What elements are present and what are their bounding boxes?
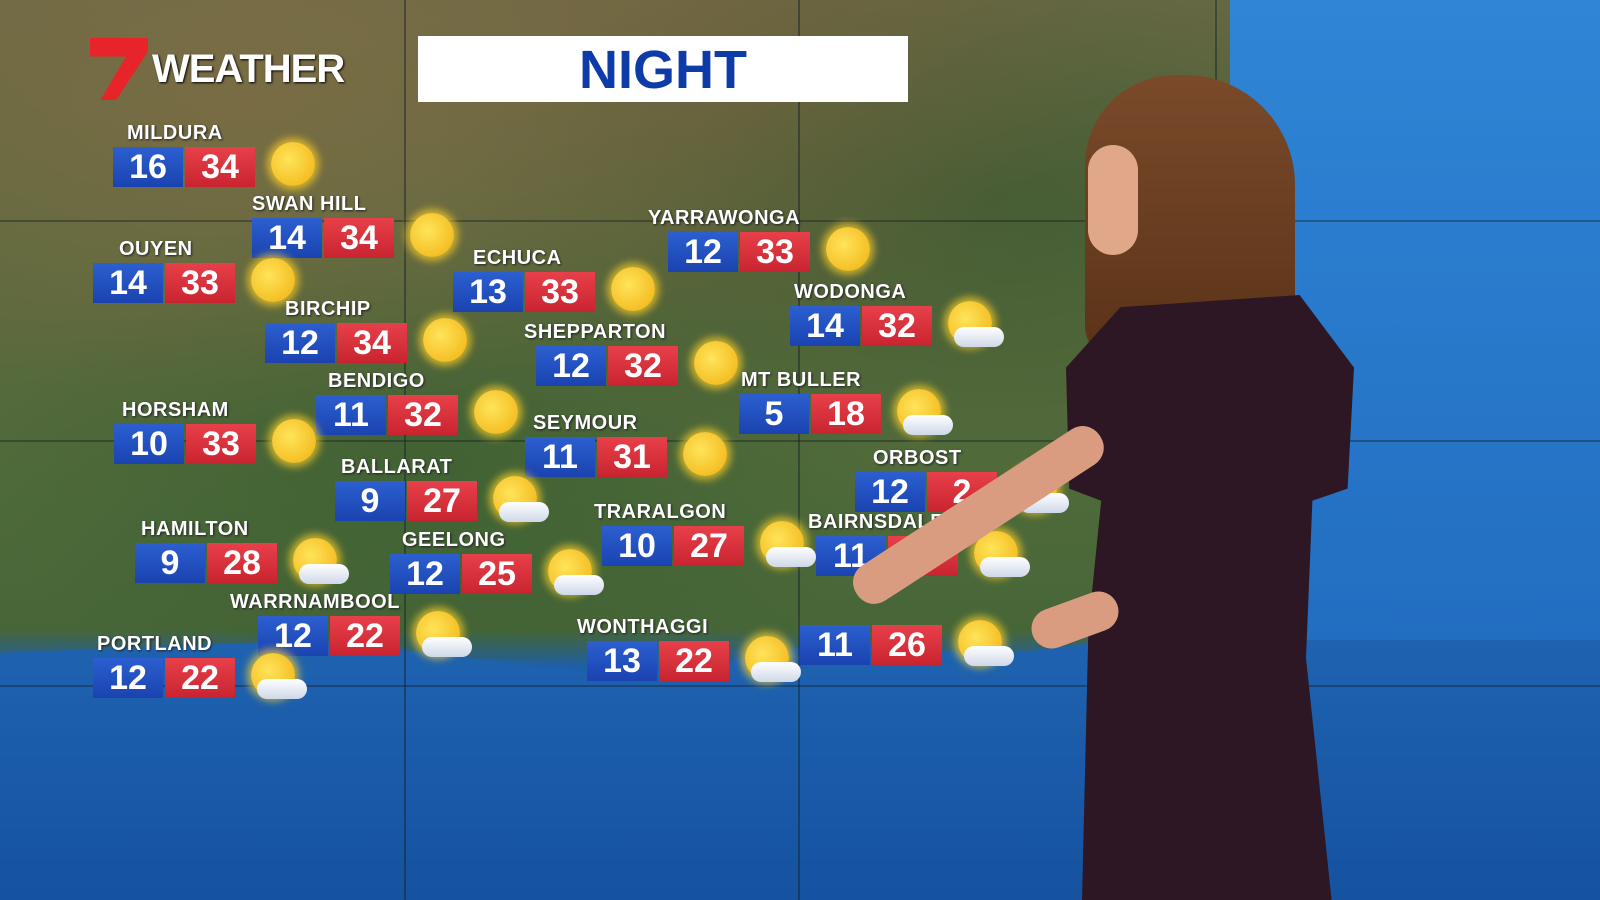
city-name: TRARALGON	[594, 501, 727, 523]
min-temp: 10	[602, 526, 672, 566]
max-temp: 28	[207, 543, 277, 583]
min-temp: 14	[790, 306, 860, 346]
partly-cloudy-icon	[285, 534, 349, 590]
max-temp: 31	[597, 437, 667, 477]
sunny-icon	[686, 337, 746, 393]
max-temp: 33	[525, 272, 595, 312]
city-name: BIRCHIP	[285, 298, 371, 320]
city-name: SHEPPARTON	[524, 321, 667, 343]
city-name: BENDIGO	[328, 370, 425, 392]
min-temp: 11	[316, 395, 386, 435]
partly-cloudy-icon	[966, 527, 1030, 583]
max-temp: 34	[324, 218, 394, 258]
logo-text: WEATHER	[152, 46, 345, 91]
min-temp: 12	[93, 658, 163, 698]
city-name: MILDURA	[127, 122, 223, 144]
min-temp: 9	[135, 543, 205, 583]
forecast-title: NIGHT	[418, 36, 908, 102]
max-temp: 34	[337, 323, 407, 363]
city-name: WONTHAGGI	[577, 616, 709, 638]
max-temp: 18	[811, 394, 881, 434]
presenter-face	[1088, 145, 1138, 255]
min-temp: 12	[390, 554, 460, 594]
partly-cloudy-icon	[408, 607, 472, 663]
partly-cloudy-icon	[485, 472, 549, 528]
sunny-icon	[263, 138, 323, 194]
min-temp: 12	[258, 616, 328, 656]
sunny-icon	[264, 415, 324, 471]
sunny-icon	[818, 223, 878, 279]
min-temp: 9	[335, 481, 405, 521]
min-temp: 14	[252, 218, 322, 258]
sunny-icon	[603, 263, 663, 319]
sunny-icon	[243, 254, 303, 310]
city-name: GEELONG	[402, 529, 506, 551]
partly-cloudy-icon	[950, 616, 1014, 672]
max-temp: 22	[330, 616, 400, 656]
min-temp: 5	[739, 394, 809, 434]
min-temp: 10	[114, 424, 184, 464]
grid-line	[0, 685, 1600, 687]
max-temp: 32	[862, 306, 932, 346]
max-temp: 33	[186, 424, 256, 464]
sunny-icon	[415, 314, 475, 370]
partly-cloudy-icon	[889, 385, 953, 441]
city-name: BAIRNSDALE	[808, 511, 945, 533]
max-temp: 33	[740, 232, 810, 272]
grid-line	[404, 0, 406, 900]
max-temp: 22	[165, 658, 235, 698]
max-temp: 27	[407, 481, 477, 521]
min-temp: 12	[536, 346, 606, 386]
min-temp: 11	[525, 437, 595, 477]
grid-line	[798, 0, 800, 900]
min-temp: 12	[855, 472, 925, 512]
partly-cloudy-icon	[752, 517, 816, 573]
max-temp: 32	[608, 346, 678, 386]
city-name: YARRAWONGA	[648, 207, 801, 229]
max-temp: 25	[462, 554, 532, 594]
grid-line	[0, 220, 1600, 222]
city-name: MT BULLER	[741, 369, 862, 391]
city-name: WODONGA	[794, 281, 907, 303]
max-temp: 22	[659, 641, 729, 681]
min-temp: 12	[265, 323, 335, 363]
sunny-icon	[402, 209, 462, 265]
city-name: WARRNAMBOOL	[230, 591, 400, 613]
city-name: SWAN HILL	[252, 193, 367, 215]
city-name: SEYMOUR	[533, 412, 638, 434]
min-temp: 11	[800, 625, 870, 665]
partly-cloudy-icon	[737, 632, 801, 688]
partly-cloudy-icon	[540, 545, 604, 601]
city-name: HORSHAM	[122, 399, 229, 421]
max-temp: 34	[185, 147, 255, 187]
seven-logo-icon	[90, 38, 148, 100]
max-temp: 33	[165, 263, 235, 303]
city-name: ORBOST	[873, 447, 962, 469]
max-temp: 27	[674, 526, 744, 566]
min-temp: 14	[93, 263, 163, 303]
min-temp: 13	[587, 641, 657, 681]
sunny-icon	[466, 386, 526, 442]
partly-cloudy-icon	[940, 297, 1004, 353]
city-name: ECHUCA	[473, 247, 562, 269]
sunny-icon	[675, 428, 735, 484]
grid-line	[0, 440, 1600, 442]
partly-cloudy-icon	[243, 649, 307, 705]
min-temp: 13	[453, 272, 523, 312]
city-name: BALLARAT	[341, 456, 453, 478]
min-temp: 16	[113, 147, 183, 187]
max-temp: 26	[872, 625, 942, 665]
city-name: PORTLAND	[97, 633, 213, 655]
city-name: HAMILTON	[141, 518, 249, 540]
max-temp: 32	[388, 395, 458, 435]
min-temp: 12	[668, 232, 738, 272]
weather-presenter	[845, 75, 1380, 900]
city-name: OUYEN	[119, 238, 193, 260]
channel-7-weather-logo: WEATHER	[90, 38, 345, 100]
presenter-dress	[1066, 295, 1354, 900]
